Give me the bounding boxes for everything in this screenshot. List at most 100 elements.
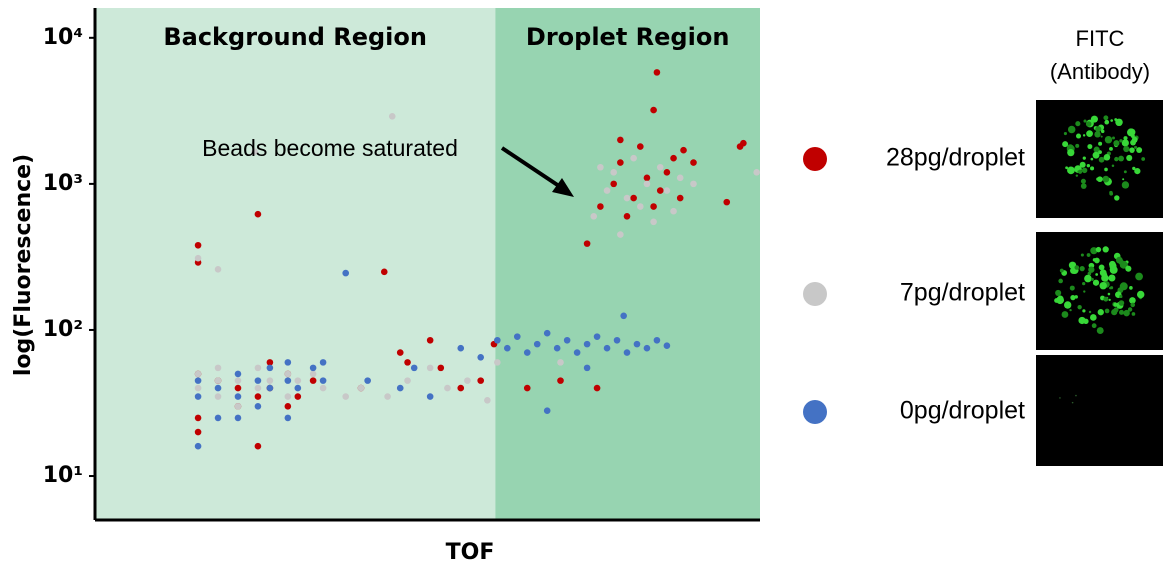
point xyxy=(623,349,631,356)
bead xyxy=(1079,161,1086,168)
bead xyxy=(1103,296,1109,302)
bead xyxy=(1110,119,1114,122)
bead xyxy=(1109,190,1113,195)
point xyxy=(404,359,411,366)
bead xyxy=(1071,401,1074,404)
bead xyxy=(1093,146,1100,153)
point xyxy=(637,203,644,210)
bead xyxy=(1111,309,1118,316)
point xyxy=(723,198,731,206)
bead xyxy=(1075,143,1080,148)
legend-marker xyxy=(803,282,827,306)
bead xyxy=(1081,167,1088,174)
point xyxy=(284,377,292,384)
bead xyxy=(1118,300,1125,306)
point xyxy=(477,353,485,361)
point xyxy=(284,403,292,410)
point xyxy=(380,268,388,276)
point xyxy=(553,344,561,352)
point xyxy=(254,377,262,384)
point xyxy=(214,364,222,372)
point xyxy=(410,364,418,372)
point xyxy=(670,207,677,215)
bead xyxy=(1054,298,1059,303)
bead xyxy=(1131,312,1136,316)
point xyxy=(593,384,601,392)
bead xyxy=(1059,397,1061,399)
point xyxy=(543,407,551,415)
point xyxy=(309,370,317,378)
bead xyxy=(1103,115,1109,121)
point xyxy=(484,396,491,404)
point xyxy=(504,344,511,352)
point xyxy=(597,163,604,171)
bead xyxy=(1061,311,1069,318)
point xyxy=(637,143,644,150)
bead xyxy=(1076,133,1082,139)
bead xyxy=(1080,183,1087,189)
point xyxy=(663,169,671,176)
bead xyxy=(1055,289,1062,296)
point xyxy=(251,148,258,156)
bead xyxy=(1098,264,1105,271)
bead xyxy=(1103,153,1111,161)
point xyxy=(670,154,677,162)
point xyxy=(630,154,637,162)
bead xyxy=(1141,157,1146,161)
point xyxy=(610,169,617,176)
point xyxy=(309,364,317,372)
point xyxy=(234,403,242,410)
bead xyxy=(1127,307,1133,312)
bead xyxy=(1129,297,1136,304)
point xyxy=(254,403,262,410)
point xyxy=(653,336,661,344)
bead xyxy=(1090,247,1098,255)
point xyxy=(583,240,591,247)
bead xyxy=(1132,166,1136,171)
point xyxy=(284,393,292,400)
legend-label: 0pg/droplet xyxy=(900,397,1025,425)
point xyxy=(384,393,391,400)
bead xyxy=(1070,267,1077,274)
bead xyxy=(1062,141,1069,148)
bead xyxy=(1094,257,1100,264)
legend-label: 7pg/droplet xyxy=(900,279,1025,307)
bead xyxy=(1069,285,1075,291)
point xyxy=(294,377,302,384)
point xyxy=(214,384,222,392)
point xyxy=(583,364,591,372)
bead xyxy=(1083,119,1087,123)
bead xyxy=(1092,151,1100,159)
bead xyxy=(1070,264,1074,268)
point xyxy=(494,336,501,344)
bead xyxy=(1082,156,1086,160)
point xyxy=(620,312,627,320)
point xyxy=(357,384,365,392)
point xyxy=(437,364,445,372)
bead xyxy=(1123,170,1127,174)
bead xyxy=(1083,290,1086,293)
bead xyxy=(1113,140,1120,147)
bead xyxy=(1087,144,1093,150)
bead xyxy=(1126,154,1133,161)
bead xyxy=(1082,309,1086,313)
point xyxy=(523,384,531,392)
x-axis-title: TOF xyxy=(446,540,495,565)
bead xyxy=(1097,309,1104,316)
point xyxy=(444,384,451,392)
bead xyxy=(1075,121,1081,127)
point xyxy=(284,370,292,378)
point xyxy=(656,163,664,171)
point xyxy=(753,169,760,176)
legend-marker xyxy=(803,400,827,424)
point xyxy=(396,349,404,356)
point xyxy=(364,377,371,384)
point xyxy=(319,359,327,366)
point xyxy=(690,159,697,166)
bead xyxy=(1131,136,1138,143)
bead xyxy=(1102,175,1110,183)
point xyxy=(494,359,501,366)
regions: Background Region Droplet Region xyxy=(95,8,760,520)
bead xyxy=(1067,125,1076,134)
